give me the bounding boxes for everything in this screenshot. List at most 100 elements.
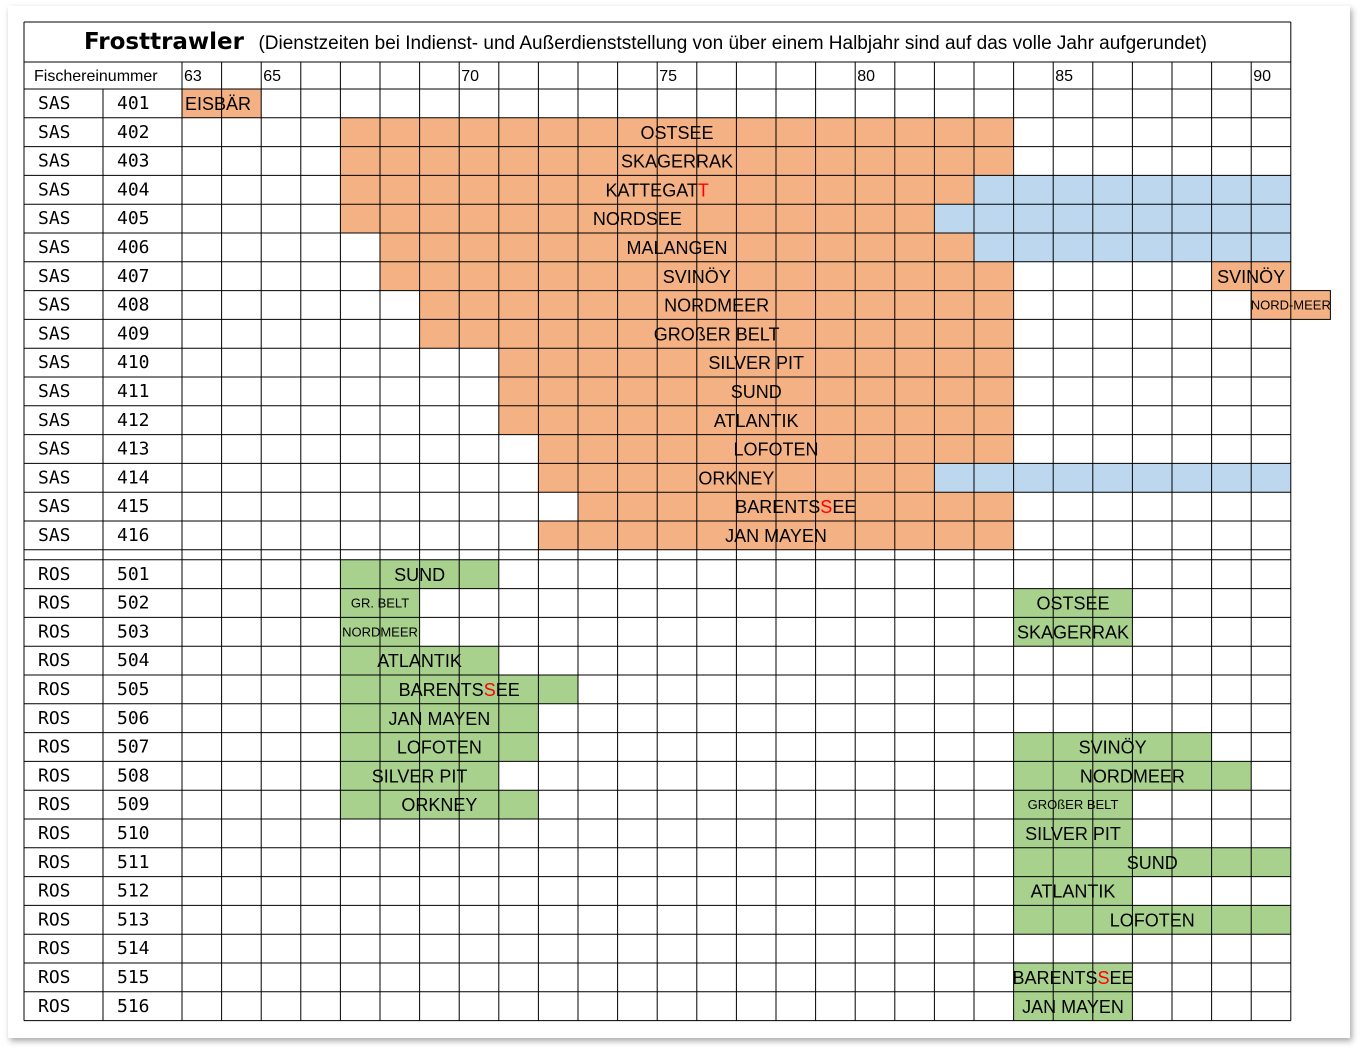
service-bar xyxy=(1013,847,1291,877)
bar-label: ORKNEY xyxy=(698,468,774,488)
grid-lines xyxy=(23,21,1292,1022)
row-prefix: SAS xyxy=(38,467,71,488)
chart-frame: SAS 401 SAS 402 SAS 403 SAS 404 SAS 405 SAS 406 SAS 4… xyxy=(8,6,1350,1038)
service-bar xyxy=(934,463,1291,493)
bar-label: GR. BELT xyxy=(351,596,409,611)
service-bar xyxy=(1013,963,1133,992)
row-number: 402 xyxy=(117,122,150,143)
title-main: Frosttrawler xyxy=(84,29,245,55)
row-number: 411 xyxy=(117,381,150,402)
service-bar xyxy=(340,146,1014,176)
row-prefix: ROS xyxy=(38,938,71,959)
row-prefix: SAS xyxy=(38,439,71,460)
column-header-fischereinummer: Fischereinummer xyxy=(34,68,158,85)
service-bar xyxy=(1013,876,1133,906)
row-number: 414 xyxy=(117,467,150,488)
service-bar xyxy=(934,204,1291,233)
row-prefix: SAS xyxy=(38,151,71,172)
row-prefix: ROS xyxy=(38,679,71,700)
row-prefix: ROS xyxy=(38,765,71,786)
row-number: 404 xyxy=(117,179,150,200)
row-prefix: SAS xyxy=(38,179,71,200)
row-prefix: SAS xyxy=(38,295,71,316)
row-number: 403 xyxy=(117,151,150,172)
service-bar xyxy=(1013,732,1212,762)
service-bar xyxy=(1013,819,1133,848)
bar-label: ATLANTIK xyxy=(377,651,462,671)
bar-label-part: S xyxy=(484,680,496,700)
row-prefix: SAS xyxy=(38,381,71,402)
row-prefix: ROS xyxy=(38,593,71,614)
bar-label: BARENTSSEE xyxy=(735,497,856,517)
bar-label-part: KATTEGAT xyxy=(606,180,698,200)
year-tick-label: 80 xyxy=(857,68,875,85)
bar-label: SVINÖY xyxy=(1217,267,1285,287)
year-tick-label: 63 xyxy=(184,68,202,85)
service-bar xyxy=(380,233,974,262)
title-subtitle: (Dienstzeiten bei Indienst- und Außerdie… xyxy=(258,33,1206,54)
frosttrawler-service-chart: SAS 401 SAS 402 SAS 403 SAS 404 SAS 405 SAS 406 SAS 4… xyxy=(8,6,1350,1038)
row-number: 405 xyxy=(117,208,150,229)
service-bar xyxy=(498,405,1014,435)
row-labels: SAS 401 SAS 402 SAS 403 SAS 404 SAS 405 SAS 406 SAS 4… xyxy=(38,93,150,1017)
bar-label: ORKNEY xyxy=(401,795,477,815)
year-tick-label: 85 xyxy=(1055,68,1073,85)
row-prefix: SAS xyxy=(38,93,71,114)
bar-label: LOFOTEN xyxy=(1110,910,1195,930)
row-prefix: ROS xyxy=(38,650,71,671)
bar-label: SILVER PIT xyxy=(1025,824,1121,844)
row-prefix: ROS xyxy=(38,967,71,988)
bar-label-part: BARENTS xyxy=(399,680,484,700)
service-bar xyxy=(340,703,539,733)
bar-label: SILVER PIT xyxy=(372,766,468,786)
bar-label-part: EE xyxy=(496,680,520,700)
bar-label: BARENTSSEE xyxy=(1012,968,1133,988)
bar-label: NORDMEER xyxy=(664,296,769,316)
row-number: 512 xyxy=(117,881,150,902)
service-bar xyxy=(1013,617,1133,647)
bar-label: NORD-MEER xyxy=(1251,298,1331,313)
bar-label: EISBÄR xyxy=(185,94,251,114)
bar-label: SKAGERRAK xyxy=(621,152,733,172)
overflow-bar-outline xyxy=(1250,290,1331,320)
bar-label: SUND xyxy=(394,565,445,585)
bar-label: GROßER BELT xyxy=(654,324,780,344)
row-prefix: ROS xyxy=(38,996,71,1017)
row-number: 515 xyxy=(117,967,150,988)
row-number: 510 xyxy=(117,823,150,844)
header-row: Frosttrawler (Dienstzeiten bei Indienst-… xyxy=(34,29,1271,85)
row-prefix: SAS xyxy=(38,496,71,517)
year-tick-label: 65 xyxy=(263,68,281,85)
service-bar xyxy=(578,492,1014,521)
bar-label-part: T xyxy=(698,180,709,200)
row-number: 410 xyxy=(117,352,150,373)
bar-label: OSTSEE xyxy=(640,123,713,143)
row-number: 504 xyxy=(117,650,150,671)
bar-label: SUND xyxy=(1127,853,1178,873)
bar-label: NORDSEE xyxy=(593,209,682,229)
row-number: 501 xyxy=(117,564,150,585)
bar-label-part: BARENTS xyxy=(735,497,820,517)
bar-label: SVINÖY xyxy=(1079,738,1147,758)
bar-label: MALANGEN xyxy=(626,238,727,258)
row-prefix: SAS xyxy=(38,237,71,258)
row-number: 513 xyxy=(117,909,150,930)
bar-label: NORDMEER xyxy=(1080,766,1185,786)
bar-label-part: S xyxy=(820,497,832,517)
row-number: 514 xyxy=(117,938,150,959)
service-bar xyxy=(1013,588,1133,618)
row-prefix: SAS xyxy=(38,525,71,546)
row-prefix: ROS xyxy=(38,852,71,873)
row-prefix: ROS xyxy=(38,909,71,930)
row-number: 508 xyxy=(117,765,150,786)
row-number: 502 xyxy=(117,593,150,614)
row-number: 413 xyxy=(117,439,150,460)
row-prefix: SAS xyxy=(38,208,71,229)
year-tick-label: 75 xyxy=(659,68,677,85)
row-prefix: ROS xyxy=(38,708,71,729)
bar-label: SKAGERRAK xyxy=(1017,622,1129,642)
row-number: 507 xyxy=(117,737,150,758)
bar-label: KATTEGATT xyxy=(606,180,709,200)
bar-label-part: EE xyxy=(1110,968,1134,988)
row-number: 412 xyxy=(117,410,150,431)
